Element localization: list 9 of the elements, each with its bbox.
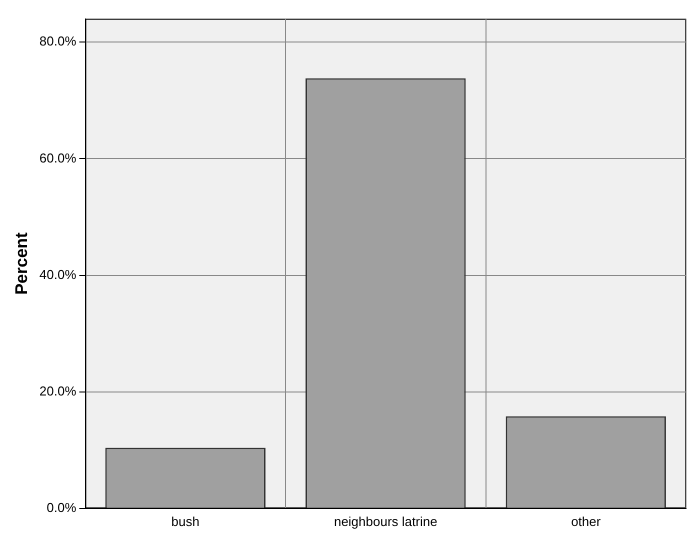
y-tick-label: 60.0%	[39, 150, 77, 166]
y-tick-label: 40.0%	[39, 266, 77, 282]
y-axis-title: Percent	[12, 232, 31, 295]
x-tick-label: bush	[171, 514, 200, 529]
x-tick-label: other	[571, 514, 602, 529]
y-tick-label: 80.0%	[39, 34, 77, 49]
y-tick-label: 20.0%	[39, 383, 77, 398]
x-tick-label: neighbours latrine	[334, 514, 438, 529]
y-tick-label: 0.0%	[46, 500, 77, 515]
